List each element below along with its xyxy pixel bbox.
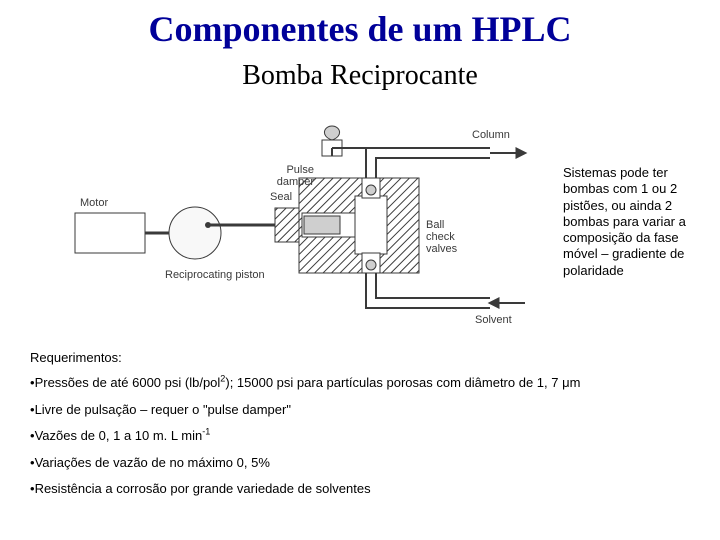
pulse-damper-label-2: damper (277, 176, 315, 188)
list-item: •Vazões de 0, 1 a 10 m. L min-1 (30, 428, 690, 444)
cam-wheel-icon (169, 207, 221, 259)
motor-label: Motor (80, 197, 108, 209)
list-item: •Pressões de até 6000 psi (lb/pol2); 150… (30, 375, 690, 391)
piston-label: Reciprocating piston (165, 269, 265, 281)
list-item: •Variações de vazão de no máximo 0, 5% (30, 455, 690, 471)
pump-diagram: Motor Reciprocating piston Seal (70, 118, 530, 338)
ball-check-label-1: Ball (426, 219, 444, 231)
pulse-damper-icon (322, 126, 366, 156)
seal-label: Seal (270, 191, 292, 203)
list-item: •Livre de pulsação – requer o "pulse dam… (30, 402, 690, 418)
motor-icon (75, 213, 145, 253)
seal-icon (275, 208, 299, 242)
side-note: Sistemas pode ter bombas com 1 ou 2 pist… (563, 165, 698, 279)
outlet-pipe-icon (366, 148, 490, 178)
slide-subtitle: Bomba Reciprocante (0, 60, 720, 92)
list-item: •Resistência a corrosão por grande varie… (30, 481, 690, 497)
ball-check-label-3: valves (426, 243, 458, 255)
column-label: Column (472, 129, 510, 141)
inlet-pipe-icon (366, 273, 490, 308)
slide-title: Componentes de um HPLC (0, 8, 720, 50)
pump-chamber-icon (299, 178, 419, 273)
solvent-label: Solvent (475, 314, 512, 326)
pulse-damper-label-1: Pulse (286, 164, 314, 176)
ball-check-label-2: check (426, 231, 455, 243)
requirements-list: •Pressões de até 6000 psi (lb/pol2); 150… (30, 375, 690, 508)
requirements-heading: Requerimentos: (30, 350, 122, 365)
slide: Componentes de um HPLC Bomba Reciprocant… (0, 0, 720, 540)
